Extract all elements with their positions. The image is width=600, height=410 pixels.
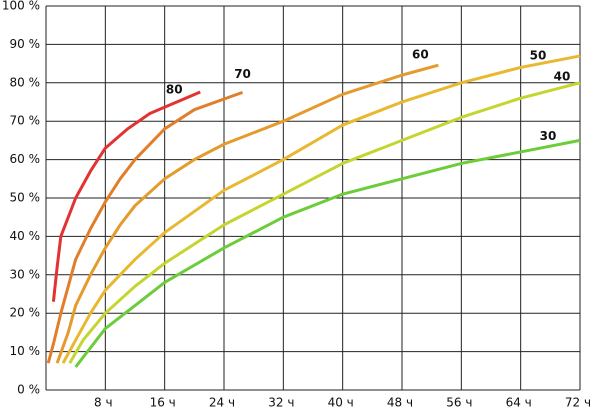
x-tick-label: 72 ч (565, 396, 591, 410)
line-series (51, 90, 201, 302)
line-series (61, 54, 581, 364)
x-tick-label: 16 ч (150, 396, 176, 410)
y-tick-label: 30 % (10, 267, 41, 281)
y-tick-label: 60 % (10, 152, 41, 166)
y-tick-label: 100 % (2, 0, 40, 13)
line-series (55, 63, 439, 364)
y-tick-label: 50 % (10, 191, 41, 205)
line-series (46, 90, 244, 364)
y-tick-label: 20 % (10, 306, 41, 320)
y-tick-label: 0 % (17, 383, 40, 397)
series-label: 40 (554, 69, 571, 83)
x-tick-label: 40 ч (328, 396, 354, 410)
x-tick-label: 56 ч (446, 396, 472, 410)
series-label: 30 (540, 129, 557, 143)
line-series (74, 138, 581, 368)
y-tick-label: 70 % (10, 114, 41, 128)
series-label: 60 (412, 48, 429, 62)
y-tick-label: 10 % (10, 344, 41, 358)
line-series (68, 81, 581, 364)
x-tick-label: 48 ч (387, 396, 413, 410)
y-tick-label: 80 % (10, 75, 41, 89)
series-label: 50 (530, 48, 547, 62)
x-tick-label: 32 ч (268, 396, 294, 410)
y-tick-label: 40 % (10, 229, 41, 243)
x-tick-label: 8 ч (94, 396, 113, 410)
y-tick-label: 90 % (10, 37, 41, 51)
series-label: 80 (166, 83, 183, 97)
x-tick-label: 64 ч (506, 396, 532, 410)
x-tick-label: 24 ч (209, 396, 235, 410)
series-label: 70 (234, 67, 251, 81)
